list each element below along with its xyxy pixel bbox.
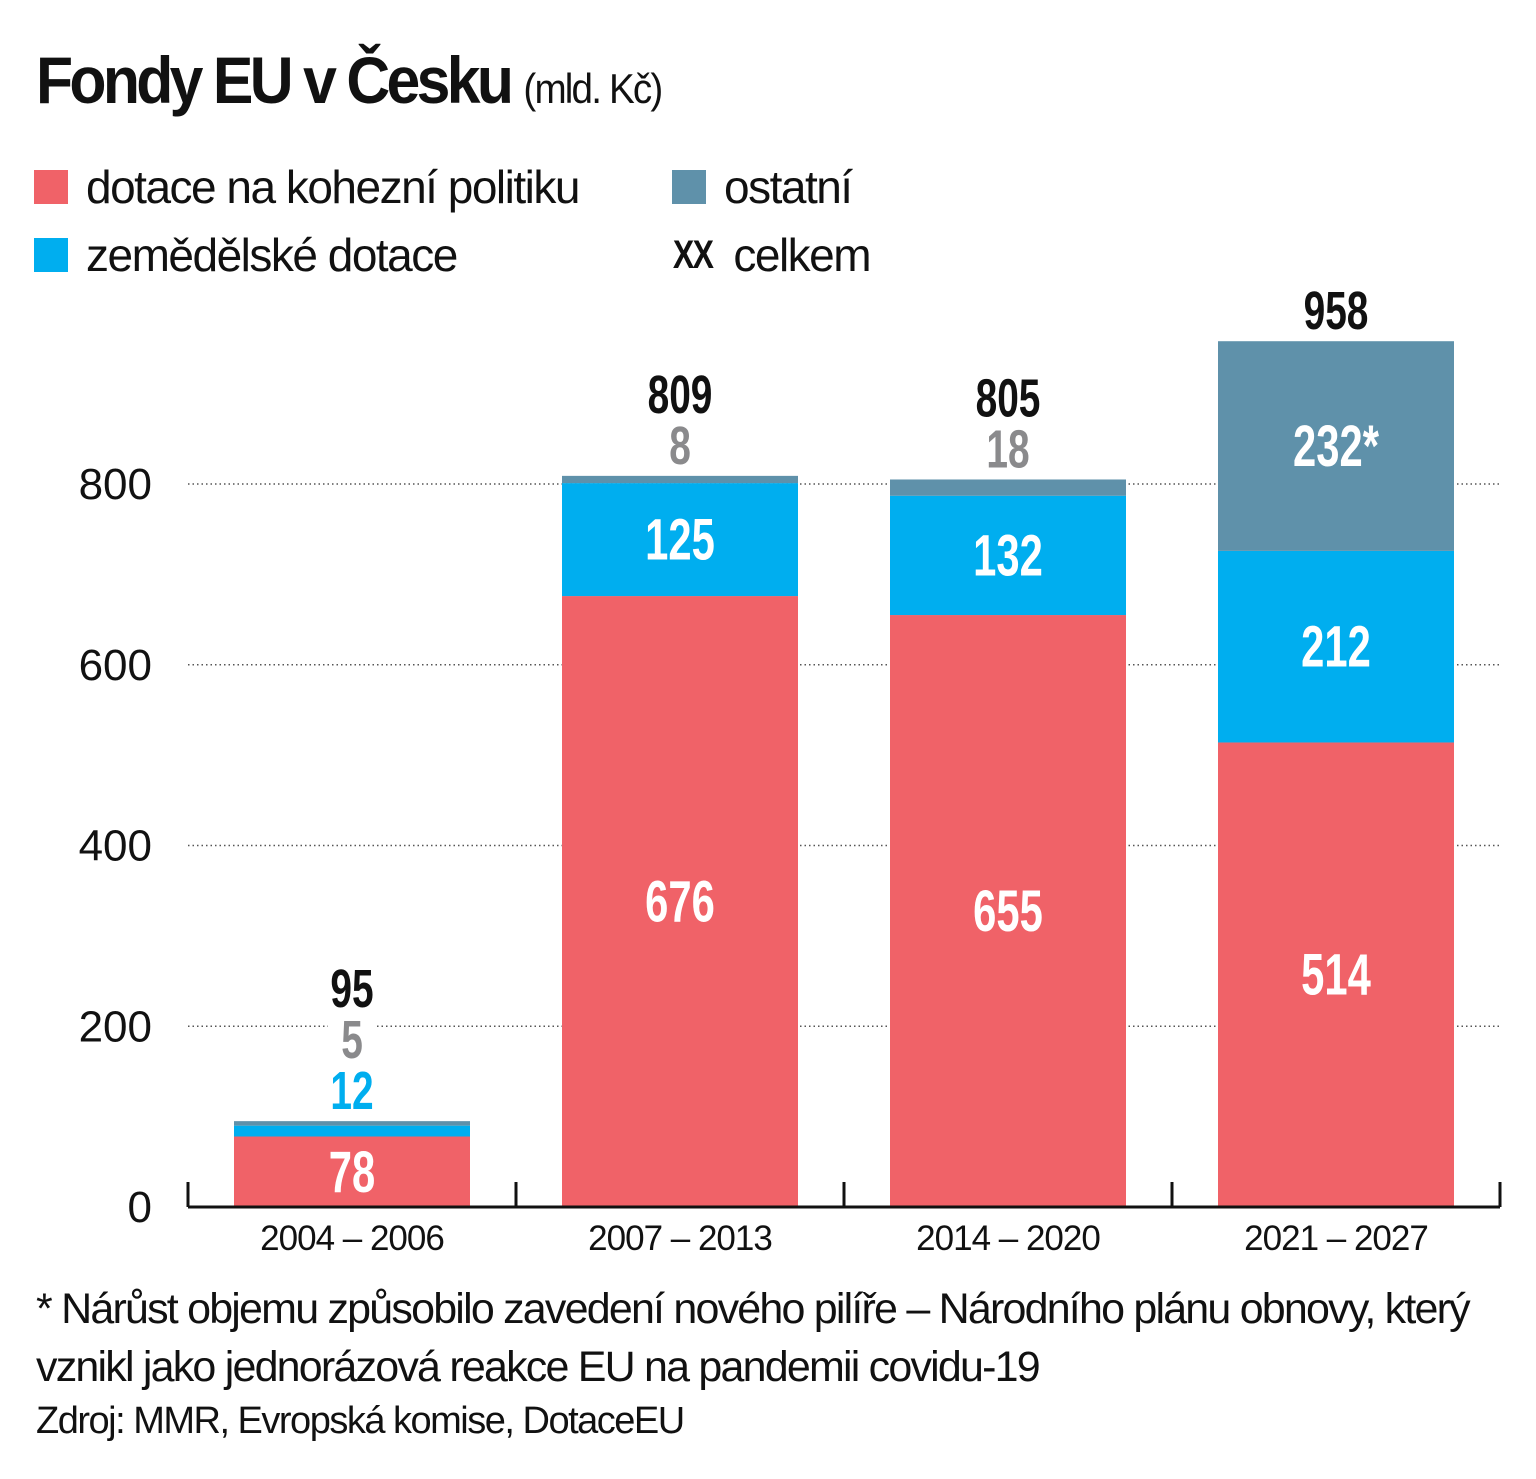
bar-value-label: 125 [645,507,715,572]
total-label: 958 [1304,280,1369,341]
y-tick-label: 0 [128,1183,152,1232]
bar-segment [234,1121,470,1126]
legend-label: celkem [733,229,871,281]
y-tick-label: 800 [79,460,152,509]
bar-segment [890,615,1126,1207]
legend-label: zemědělské dotace [86,229,458,281]
legend-total-marker: XX [672,232,714,277]
label-background [656,419,704,466]
bar-segment [562,483,798,597]
x-tick-label: 2021 – 2027 [1244,1219,1428,1258]
y-tick-label: 200 [79,1002,152,1051]
title-text: Fondy EU v Česku [36,43,514,117]
legend-swatch [34,170,68,204]
total-label: 809 [648,364,713,425]
chart-unit: (mld. Kč) [523,65,663,112]
legend-item-agri: zemědělské dotace [34,228,458,282]
legend-label: dotace na kohezní politiku [86,161,580,213]
bar-value-label: 212 [1301,614,1371,679]
legend-item-other: ostatní [672,160,853,214]
label-background [328,1065,376,1112]
bar-value-label: 676 [645,869,715,934]
legend-swatch [672,170,706,204]
legend-label: ostatní [724,161,853,213]
bar-value-label: 655 [973,878,1043,943]
bar-segment [234,1125,470,1137]
bar-segment [562,596,798,1207]
legend-item-total: XX celkem [668,228,872,282]
x-tick-label: 2014 – 2020 [916,1219,1100,1258]
legend-swatch [34,238,68,272]
label-background [328,1014,376,1061]
total-label: 805 [976,367,1041,428]
source: Zdroj: MMR, Evropská komise, DotaceEU [36,1400,685,1442]
bar-value-label: 5 [341,1009,363,1070]
bar-segment [890,495,1126,616]
bar-value-label: 132 [973,523,1043,588]
bar-segment [890,479,1126,496]
bar-segment [1218,550,1454,743]
total-label: 95 [330,958,373,1019]
bar-segment [1218,341,1454,551]
bar-value-label: 8 [669,415,691,476]
bar-value-label: 232* [1293,413,1379,478]
x-tick-label: 2007 – 2013 [588,1219,772,1258]
bar-segment [234,1136,470,1207]
bar-value-label: 78 [329,1139,375,1204]
bar-value-label: 18 [986,418,1029,479]
x-tick-label: 2004 – 2006 [260,1219,444,1258]
legend-item-cohesion: dotace na kohezní politiku [34,160,580,214]
label-background [984,423,1032,470]
bar-value-label: 12 [330,1060,373,1121]
bar-segment [1218,742,1454,1207]
bar-segment [562,475,798,484]
y-tick-label: 400 [79,822,152,871]
chart-title: Fondy EU v Česku (mld. Kč) [36,42,663,118]
bar-value-label: 514 [1301,942,1371,1007]
y-tick-label: 600 [79,641,152,690]
footnote: * Nárůst objemu způsobilo zavedení novéh… [36,1285,1471,1391]
